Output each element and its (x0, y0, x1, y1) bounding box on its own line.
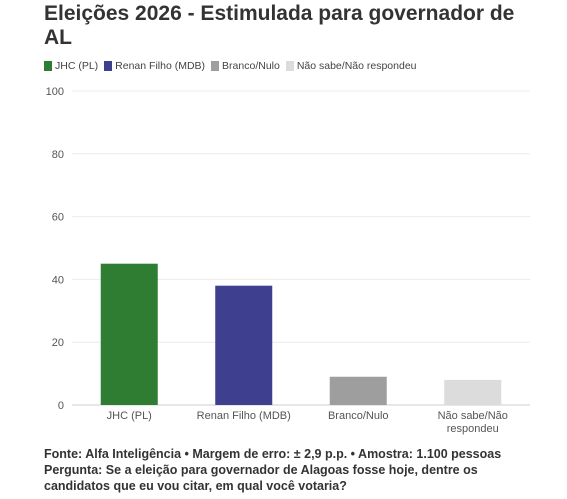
source-note: Fonte: Alfa Inteligência • Margem de err… (44, 447, 502, 461)
legend-item-nao-sabe[interactable]: Não sabe/Não respondeu (285, 60, 417, 72)
chart-title: Eleições 2026 - Estimulada para governad… (44, 2, 515, 49)
y-tick-label-80: 80 (52, 149, 64, 161)
legend-label-jhc: JHC (PL) (55, 60, 99, 72)
question-line-2: candidatos que eu vou citar, em qual voc… (44, 479, 347, 493)
x-tick-label-4-line-1: Não sabe/Não (438, 410, 508, 422)
legend-swatch-nao-sabe (285, 61, 294, 71)
y-tick-label-0: 0 (58, 400, 64, 412)
footer: Fonte: Alfa Inteligência • Margem de err… (44, 446, 559, 494)
question-line-1: Pergunta: Se a eleição para governador d… (44, 463, 478, 477)
legend-label-branco: Branco/Nulo (222, 60, 280, 72)
legend-swatch-renan (104, 61, 113, 71)
legend: JHC (PL) Renan Filho (MDB) Branco/Nulo N… (44, 60, 423, 72)
x-tick-label-2: Renan Filho (MDB) (197, 410, 291, 422)
y-tick-label-100: 100 (46, 86, 64, 98)
bar-3[interactable] (329, 376, 387, 405)
bar-chart: 0 20 40 60 80 100 JHC (PL) Renan Filho (MDB) Bra… (46, 86, 530, 435)
legend-item-jhc[interactable]: JHC (PL) (44, 60, 98, 72)
y-tick-label-40: 40 (52, 274, 64, 286)
legend-swatch-branco (211, 61, 220, 71)
legend-label-nao-sabe: Não sabe/Não respondeu (296, 60, 417, 72)
x-tick-label-3: Branco/Nulo (328, 410, 389, 422)
bar-4[interactable] (444, 379, 502, 405)
y-tick-label-60: 60 (52, 212, 64, 224)
legend-item-branco[interactable]: Branco/Nulo (211, 60, 280, 72)
x-tick-label-4-line-2: respondeu (447, 423, 499, 435)
x-tick-label-1: JHC (PL) (107, 410, 152, 422)
legend-item-renan[interactable]: Renan Filho (MDB) (104, 60, 205, 72)
legend-swatch-jhc (44, 61, 52, 71)
bar-2[interactable] (215, 285, 273, 405)
bar-1[interactable] (100, 263, 158, 405)
legend-label-renan: Renan Filho (MDB) (115, 60, 206, 72)
y-tick-label-20: 20 (52, 337, 64, 349)
